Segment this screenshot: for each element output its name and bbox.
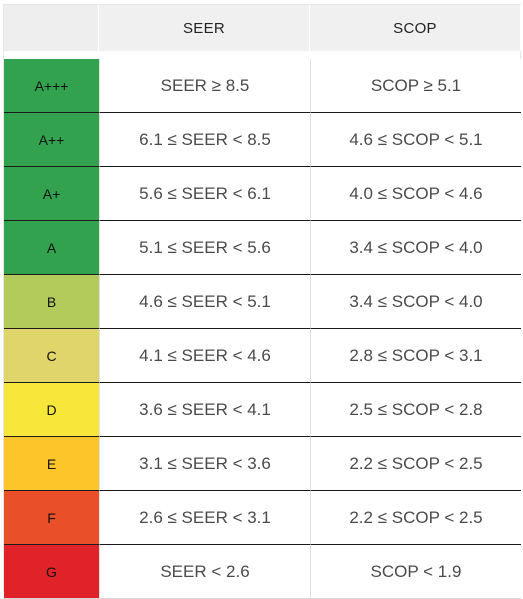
scop-cell: 4.6 ≤ SCOP < 5.1 xyxy=(310,113,521,167)
scop-cell: 2.2 ≤ SCOP < 2.5 xyxy=(310,491,521,545)
grade-cell: A+++ xyxy=(4,59,99,113)
seer-cell: 3.6 ≤ SEER < 4.1 xyxy=(99,383,310,437)
grade-cell: D xyxy=(4,383,99,437)
energy-class-table: SEER SCOP A+++ SEER ≥ 8.5 SCOP ≥ 5.1 A++ 6.1… xyxy=(4,5,521,599)
grade-cell: C xyxy=(4,329,99,383)
scop-cell: 3.4 ≤ SCOP < 4.0 xyxy=(310,221,521,275)
scop-cell: 4.0 ≤ SCOP < 4.6 xyxy=(310,167,521,221)
scop-cell: 2.5 ≤ SCOP < 2.8 xyxy=(310,383,521,437)
grade-cell: A++ xyxy=(4,113,99,167)
grade-cell: G xyxy=(4,545,99,599)
seer-cell: 4.6 ≤ SEER < 5.1 xyxy=(99,275,310,329)
seer-cell: SEER < 2.6 xyxy=(99,545,310,599)
grade-cell: B xyxy=(4,275,99,329)
seer-cell: 5.6 ≤ SEER < 6.1 xyxy=(99,167,310,221)
scop-cell: 2.8 ≤ SCOP < 3.1 xyxy=(310,329,521,383)
scop-cell: 2.2 ≤ SCOP < 2.5 xyxy=(310,437,521,491)
scop-cell: SCOP ≥ 5.1 xyxy=(310,59,521,113)
grade-cell: F xyxy=(4,491,99,545)
grade-cell: E xyxy=(4,437,99,491)
scop-cell: 3.4 ≤ SCOP < 4.0 xyxy=(310,275,521,329)
seer-cell: 2.6 ≤ SEER < 3.1 xyxy=(99,491,310,545)
header-grade-cell xyxy=(4,5,99,51)
header-seer: SEER xyxy=(99,5,310,51)
seer-cell: 6.1 ≤ SEER < 8.5 xyxy=(99,113,310,167)
seer-cell: 4.1 ≤ SEER < 4.6 xyxy=(99,329,310,383)
seer-cell: 3.1 ≤ SEER < 3.6 xyxy=(99,437,310,491)
grade-cell: A+ xyxy=(4,167,99,221)
grade-cell: A xyxy=(4,221,99,275)
header-scop: SCOP xyxy=(310,5,521,51)
seer-cell: SEER ≥ 8.5 xyxy=(99,59,310,113)
seer-cell: 5.1 ≤ SEER < 5.6 xyxy=(99,221,310,275)
scop-cell: SCOP < 1.9 xyxy=(310,545,521,599)
